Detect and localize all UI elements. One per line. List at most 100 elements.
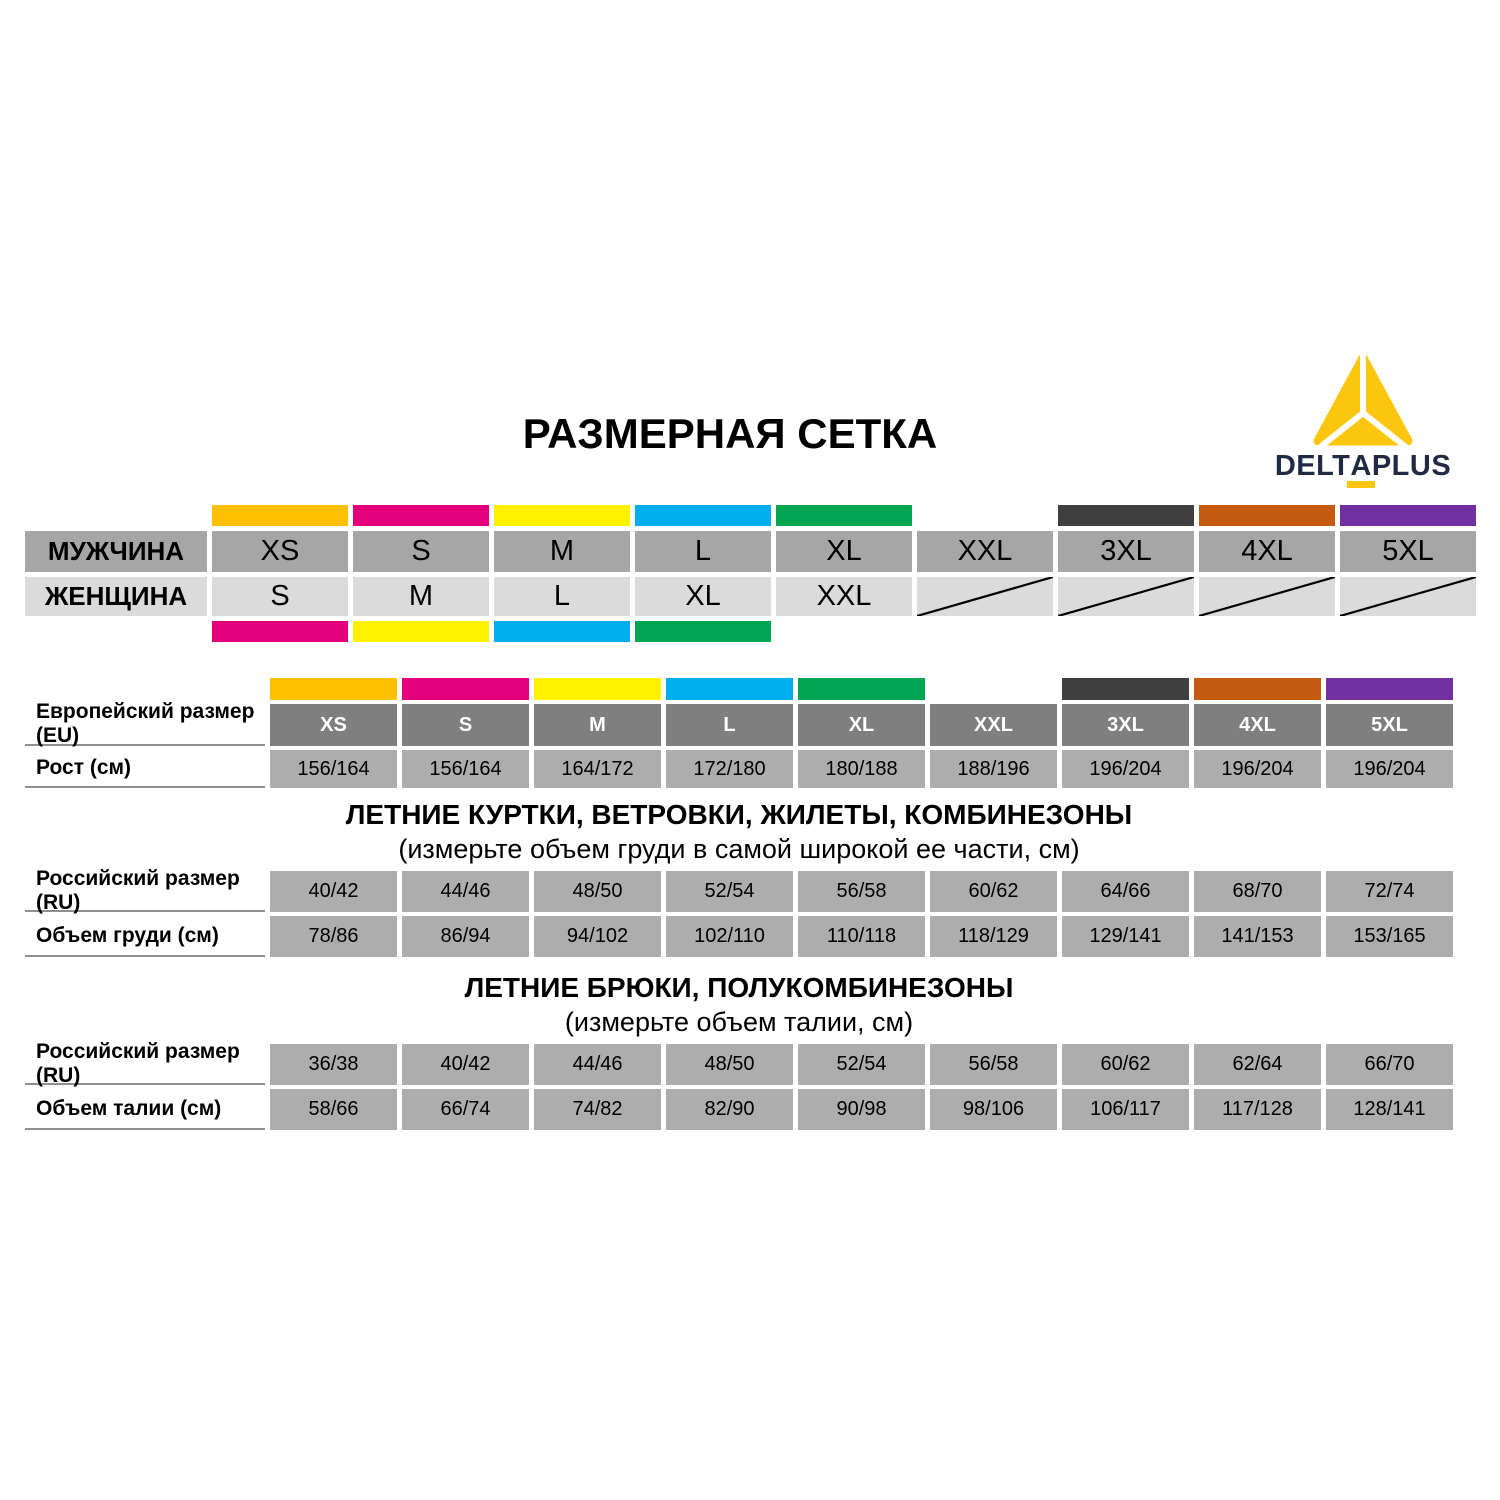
- page-title: РАЗМЕРНАЯ СЕТКА: [522, 410, 938, 457]
- size-color-bar-bottom: [494, 621, 630, 642]
- garment-section: ЛЕТНИЕ БРЮКИ, ПОЛУКОМБИНЕЗОНЫ (измерьте о…: [25, 970, 1453, 1130]
- section-subtitle: (измерьте объем груди в самой широкой ее…: [398, 834, 1080, 864]
- size-color-bar: [402, 678, 529, 700]
- measurement-table: Российский размер (RU) 36/38 40/42 44/46 48/…: [25, 1040, 1453, 1130]
- eu-size-header-cell: S: [402, 704, 529, 746]
- measurement-value-cell: 128/141: [1326, 1089, 1453, 1130]
- size-color-bar-bottom: [917, 621, 1053, 642]
- deltaplus-wordmark: DELTA PLUS: [1274, 450, 1451, 488]
- women-size-unavailable-cell: [917, 577, 1053, 616]
- section-title: ЛЕТНИЕ БРЮКИ, ПОЛУКОМБИНЕЗОНЫ: [464, 972, 1014, 1003]
- size-color-bar: [1062, 678, 1189, 700]
- men-size-cell: S: [353, 531, 489, 572]
- measurement-row-label: Российский размер (RU): [25, 867, 265, 914]
- height-value-cell: 196/204: [1194, 750, 1321, 788]
- men-row-label: МУЖЧИНА: [25, 531, 207, 572]
- section-subtitle: (измерьте объем талии, см): [564, 1007, 914, 1037]
- measurement-value-cell: 68/70: [1194, 871, 1321, 912]
- eu-size-header-cell: XXL: [930, 704, 1057, 746]
- not-available-slash-icon: [1058, 577, 1194, 616]
- size-color-bar: [798, 678, 925, 700]
- measurement-value-cell: 74/82: [534, 1089, 661, 1130]
- size-color-bar-bottom: [353, 621, 489, 642]
- height-value-cell: 180/188: [798, 750, 925, 788]
- wordmark-a-underline: [1347, 481, 1375, 488]
- height-value-cell: 196/204: [1062, 750, 1189, 788]
- measurement-value-cell: 102/110: [666, 916, 793, 957]
- measurement-value-cell: 94/102: [534, 916, 661, 957]
- men-size-cell: 5XL: [1340, 531, 1476, 572]
- measurement-value-cell: 62/64: [1194, 1044, 1321, 1085]
- measurement-value-cell: 60/62: [930, 871, 1057, 912]
- size-color-bar-top: [776, 505, 912, 526]
- size-color-bar-top: [212, 505, 348, 526]
- eu-size-row-label: Европейский размер (EU): [25, 700, 265, 747]
- measurement-value-cell: 40/42: [402, 1044, 529, 1085]
- size-color-bar-bottom: [212, 621, 348, 642]
- women-size-cell: XXL: [776, 577, 912, 616]
- measurement-value-cell: 78/86: [270, 916, 397, 957]
- eu-size-header-cell: 4XL: [1194, 704, 1321, 746]
- eu-size-header-cell: 3XL: [1062, 704, 1189, 746]
- eu-size-header-cell: XS: [270, 704, 397, 746]
- measurement-row-label: Объем груди (см): [25, 916, 265, 957]
- garment-sections: ЛЕТНИЕ КУРТКИ, ВЕТРОВКИ, ЖИЛЕТЫ, КОМБИНЕ…: [25, 797, 1453, 1130]
- measurement-value-cell: 117/128: [1194, 1089, 1321, 1130]
- wordmark-part: DELT: [1274, 450, 1351, 482]
- men-size-cell: XL: [776, 531, 912, 572]
- size-color-bar: [930, 678, 1057, 700]
- measurement-value-cell: 66/74: [402, 1089, 529, 1130]
- measurement-value-cell: 48/50: [534, 871, 661, 912]
- height-value-cell: 172/180: [666, 750, 793, 788]
- measurement-value-cell: 110/118: [798, 916, 925, 957]
- size-color-bar-top: [635, 505, 771, 526]
- measurement-value-cell: 129/141: [1062, 916, 1189, 957]
- measurement-value-cell: 106/117: [1062, 1089, 1189, 1130]
- eu-size-height-table: Европейский размер (EU) XS S M L XL XXL 3XL 4XL 5…: [25, 678, 1453, 788]
- measurement-value-cell: 52/54: [798, 1044, 925, 1085]
- eu-size-header-cell: M: [534, 704, 661, 746]
- measurement-row-label: Объем талии (см): [25, 1089, 265, 1130]
- measurement-value-cell: 98/106: [930, 1089, 1057, 1130]
- measurement-value-cell: 44/46: [402, 871, 529, 912]
- women-size-cell: M: [353, 577, 489, 616]
- garment-section: ЛЕТНИЕ КУРТКИ, ВЕТРОВКИ, ЖИЛЕТЫ, КОМБИНЕ…: [25, 797, 1453, 957]
- size-color-bar-top: [1340, 505, 1476, 526]
- measurement-row-label: Российский размер (RU): [25, 1040, 265, 1087]
- measurement-value-cell: 141/153: [1194, 916, 1321, 957]
- size-color-bar: [1326, 678, 1453, 700]
- women-size-unavailable-cell: [1199, 577, 1335, 616]
- measurement-value-cell: 36/38: [270, 1044, 397, 1085]
- size-color-bar-top: [494, 505, 630, 526]
- men-size-cell: 3XL: [1058, 531, 1194, 572]
- measurement-value-cell: 52/54: [666, 871, 793, 912]
- measurement-value-cell: 40/42: [270, 871, 397, 912]
- height-value-cell: 156/164: [270, 750, 397, 788]
- measurement-value-cell: 72/74: [1326, 871, 1453, 912]
- women-size-unavailable-cell: [1058, 577, 1194, 616]
- size-color-bar-bottom: [1199, 621, 1335, 642]
- measurement-value-cell: 60/62: [1062, 1044, 1189, 1085]
- measurement-value-cell: 48/50: [666, 1044, 793, 1085]
- section-title: ЛЕТНИЕ КУРТКИ, ВЕТРОВКИ, ЖИЛЕТЫ, КОМБИНЕ…: [345, 799, 1133, 830]
- height-value-cell: 164/172: [534, 750, 661, 788]
- measurement-value-cell: 66/70: [1326, 1044, 1453, 1085]
- women-size-unavailable-cell: [1340, 577, 1476, 616]
- measurement-value-cell: 118/129: [930, 916, 1057, 957]
- measurement-table: Российский размер (RU) 40/42 44/46 48/50 52/…: [25, 867, 1453, 957]
- measurement-value-cell: 58/66: [270, 1089, 397, 1130]
- height-value-cell: 196/204: [1326, 750, 1453, 788]
- size-color-bar: [270, 678, 397, 700]
- men-size-cell: M: [494, 531, 630, 572]
- size-color-bar-bottom: [635, 621, 771, 642]
- eu-size-header-cell: L: [666, 704, 793, 746]
- not-available-slash-icon: [1199, 577, 1335, 616]
- size-color-bar: [666, 678, 793, 700]
- measurement-value-cell: 44/46: [534, 1044, 661, 1085]
- size-color-bar: [534, 678, 661, 700]
- women-size-cell: XL: [635, 577, 771, 616]
- men-size-cell: XS: [212, 531, 348, 572]
- men-women-size-correspondence-table: МУЖЧИНА XS S M L XL XXL 3XL 4XL 5XL ЖЕНЩИНА S M L XL XX…: [25, 505, 1476, 642]
- height-value-cell: 188/196: [930, 750, 1057, 788]
- size-color-bar-bottom: [1058, 621, 1194, 642]
